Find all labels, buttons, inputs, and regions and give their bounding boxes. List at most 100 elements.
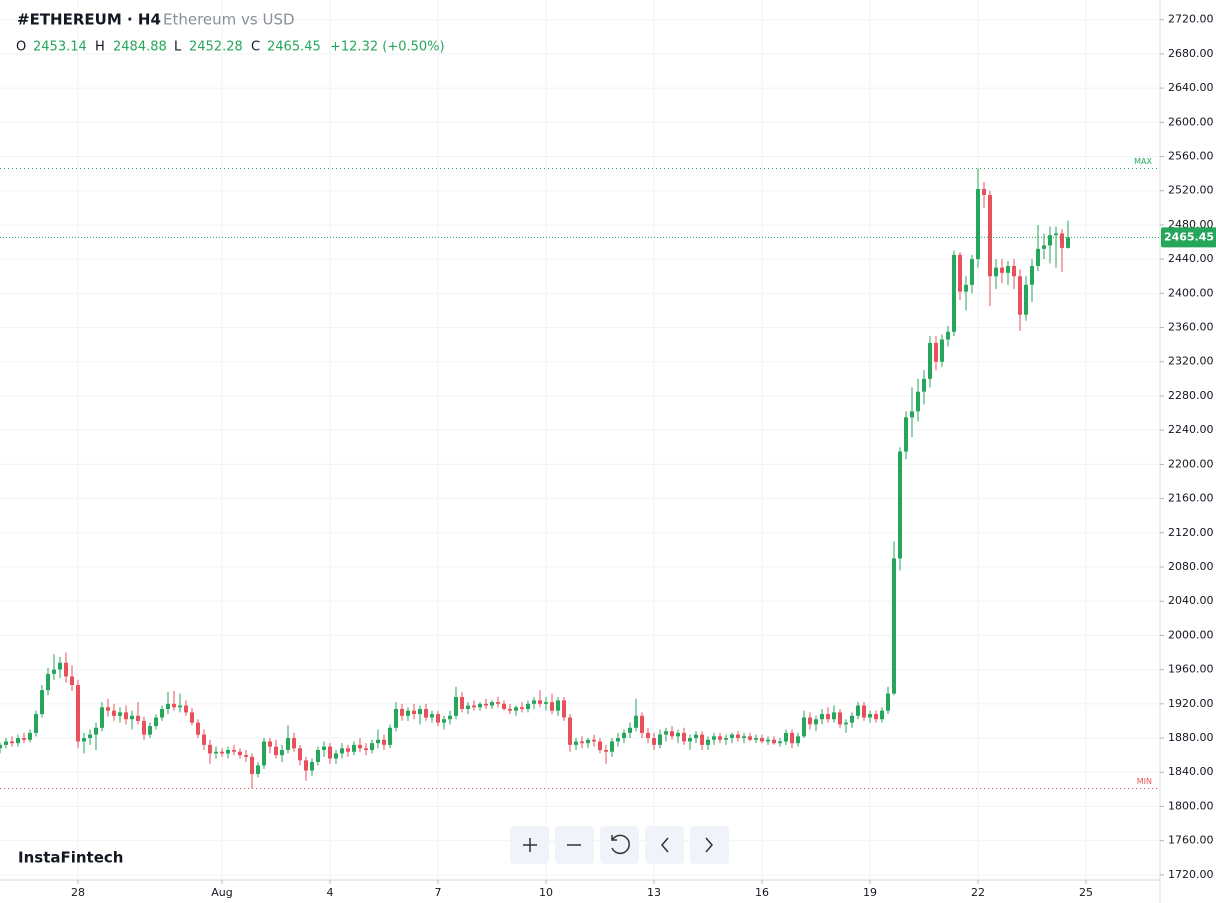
candle-body <box>424 708 428 718</box>
candle-body <box>988 194 992 277</box>
y-tick-label: 2400.00 <box>1168 286 1214 299</box>
scroll-right-button[interactable] <box>690 826 729 864</box>
candle-body <box>550 702 554 711</box>
candle-body <box>928 342 932 379</box>
candle-body <box>826 714 830 720</box>
reset-button[interactable] <box>600 826 639 864</box>
candle-body <box>904 417 908 452</box>
candle-body <box>466 705 470 709</box>
candle-body <box>1000 267 1004 273</box>
candle-body <box>256 765 260 774</box>
candle-body <box>70 676 74 686</box>
candle-body <box>196 722 200 735</box>
candle-body <box>148 726 152 735</box>
candle-body <box>760 738 764 742</box>
candle-body <box>382 739 386 745</box>
candle-body <box>442 719 446 723</box>
candle-body <box>64 662 68 677</box>
candle-body <box>592 739 596 742</box>
y-tick-label: 2680.00 <box>1168 47 1214 60</box>
x-tick-label: 13 <box>647 886 661 899</box>
zoom-out-button[interactable] <box>555 826 594 864</box>
candle-body <box>334 753 338 759</box>
chart-subtitle: Ethereum vs USD <box>163 11 295 29</box>
candle-body <box>520 707 524 709</box>
candle-body <box>748 736 752 740</box>
candle-body <box>22 738 26 740</box>
candle-body <box>472 705 476 708</box>
candle-body <box>436 714 440 723</box>
ohlc-value: 2465.45 <box>267 40 321 55</box>
candle-body <box>10 741 14 744</box>
candle-body <box>1036 248 1040 266</box>
candle-body <box>586 739 590 744</box>
candle-body <box>532 700 536 704</box>
candle-body <box>784 732 788 742</box>
candle-body <box>526 703 530 709</box>
candle-body <box>994 267 998 277</box>
candle-body <box>298 748 302 761</box>
candle-body <box>730 734 734 739</box>
price-tag-label: 2465.45 <box>1164 230 1214 243</box>
ohlc-label: O <box>16 40 26 55</box>
candle-body <box>850 715 854 723</box>
chart-title: #ETHEREUM · H4 <box>17 11 161 29</box>
candle-body <box>634 715 638 728</box>
candle-body <box>724 738 728 740</box>
candle-body <box>934 342 938 362</box>
candle-body <box>226 750 230 754</box>
min-label: MIN <box>1137 777 1152 786</box>
candle-body <box>16 738 20 744</box>
candle-body <box>460 696 464 709</box>
ohlc-label: L <box>174 40 182 55</box>
candle-body <box>1030 265 1034 285</box>
candle-body <box>790 732 794 744</box>
candle-body <box>322 746 326 751</box>
candle-body <box>364 748 368 751</box>
candle-body <box>184 705 188 713</box>
candle-body <box>688 738 692 742</box>
candle-body <box>136 715 140 721</box>
candle-body <box>28 732 32 740</box>
candle-body <box>394 708 398 728</box>
candle-body <box>286 738 290 751</box>
zoom-in-button[interactable] <box>510 826 549 864</box>
candle-body <box>670 731 674 737</box>
candle-body <box>922 378 926 392</box>
y-tick-label: 1880.00 <box>1168 731 1214 744</box>
candle-body <box>958 254 962 292</box>
candle-body <box>346 748 350 752</box>
candle-body <box>982 188 986 195</box>
candle-body <box>220 751 224 754</box>
y-tick-label: 2320.00 <box>1168 355 1214 368</box>
candle-body <box>778 741 782 744</box>
candle-body <box>544 702 548 704</box>
candle-body <box>820 714 824 720</box>
price-tag <box>1161 227 1216 248</box>
candle-body <box>964 284 968 292</box>
candle-body <box>400 708 404 716</box>
candle-body <box>352 744 356 752</box>
y-tick-label: 2280.00 <box>1168 389 1214 402</box>
header: #ETHEREUM · H4 Ethereum vs USD O 2453.14… <box>16 11 445 55</box>
candle-body <box>1066 237 1070 248</box>
candle-body <box>694 734 698 739</box>
candle-body <box>772 739 776 744</box>
candle-body <box>910 411 914 418</box>
candle-body <box>268 741 272 747</box>
candle-body <box>490 702 494 706</box>
candle-body <box>946 331 950 340</box>
candle-body <box>814 719 818 725</box>
y-tick-label: 2560.00 <box>1168 150 1214 163</box>
candle-body <box>976 188 980 260</box>
candle-body <box>232 750 236 752</box>
candle-body <box>358 744 362 749</box>
candle-body <box>898 451 902 559</box>
candle-body <box>88 734 92 739</box>
y-tick-label: 2200.00 <box>1168 457 1214 470</box>
brand-logo: InstaFintech <box>18 849 123 867</box>
y-tick-label: 2600.00 <box>1168 115 1214 128</box>
y-tick-label: 2720.00 <box>1168 13 1214 26</box>
scroll-left-button[interactable] <box>645 826 684 864</box>
